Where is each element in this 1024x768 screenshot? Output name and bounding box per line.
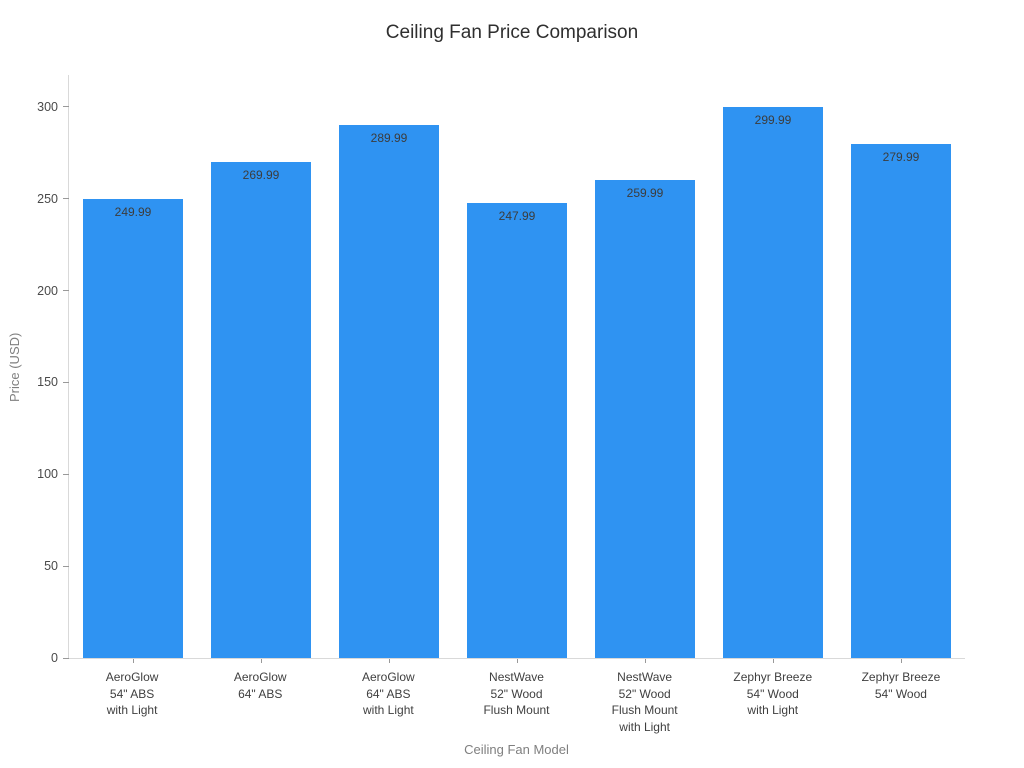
bar-slot: 247.99 — [453, 75, 581, 663]
bars-layer: 249.99 269.99 289.99 247.99 259.99 299.99 279.… — [69, 75, 965, 663]
x-tick-mark — [901, 659, 902, 663]
y-tick-label: 50 — [44, 559, 58, 574]
x-axis-labels: AeroGlow 54" ABS with Light AeroGlow 64" … — [68, 669, 965, 735]
bar-slot: 279.99 — [837, 75, 965, 663]
y-tick-mark — [63, 473, 69, 475]
y-tick-label: 0 — [51, 651, 58, 665]
bar-value-label: 289.99 — [370, 131, 408, 146]
x-tick-mark — [645, 659, 646, 663]
y-tick-label: 250 — [37, 191, 58, 206]
bar: 289.99 — [339, 125, 439, 658]
x-tick-mark — [261, 659, 262, 663]
chart-title: Ceiling Fan Price Comparison — [385, 22, 639, 43]
bar-slot: 299.99 — [709, 75, 837, 663]
bar-value-label: 247.99 — [498, 208, 536, 223]
bar-value-label: 249.99 — [114, 204, 152, 219]
x-axis-category-label: NestWave 52" Wood Flush Mount — [483, 670, 550, 717]
y-tick-label: 200 — [37, 283, 58, 298]
x-tick-mark — [133, 659, 134, 663]
x-tick-mark — [773, 659, 774, 663]
x-tick-mark — [517, 659, 518, 663]
y-axis-title: Price (USD) — [7, 332, 22, 402]
bar: 269.99 — [211, 162, 311, 658]
y-tick-label: 150 — [37, 375, 58, 390]
bar: 259.99 — [595, 180, 695, 658]
bar-value-label: 299.99 — [754, 112, 792, 127]
y-tick-label: 100 — [37, 467, 58, 482]
x-axis-category-label: AeroGlow 64" ABS — [233, 670, 287, 701]
y-tick-mark — [63, 198, 69, 200]
x-axis-category-label: Zephyr Breeze 54" Wood with Light — [733, 670, 813, 717]
x-axis-category-label: AeroGlow 54" ABS with Light — [105, 670, 159, 717]
y-tick-mark — [63, 657, 69, 659]
bar-slot: 269.99 — [197, 75, 325, 663]
y-tick-mark — [63, 381, 69, 383]
bar-slot: 259.99 — [581, 75, 709, 663]
bar: 279.99 — [851, 143, 951, 658]
y-tick-mark — [63, 106, 69, 108]
y-tick-mark — [63, 565, 69, 567]
bar: 249.99 — [83, 198, 183, 658]
x-axis-title: Ceiling Fan Model — [464, 742, 569, 757]
plot-area: 249.99 269.99 289.99 247.99 259.99 299.99 279.… — [37, 75, 965, 665]
bar-slot: 249.99 — [69, 75, 197, 663]
bar-slot: 289.99 — [325, 75, 453, 663]
bar: 247.99 — [467, 202, 567, 658]
x-axis-category-label: AeroGlow 64" ABS with Light — [362, 670, 415, 717]
bar-value-label: 259.99 — [626, 186, 664, 201]
bar: 299.99 — [723, 106, 823, 658]
y-tick-mark — [63, 290, 69, 292]
bar-value-label: 269.99 — [242, 168, 280, 183]
x-axis-category-label: Zephyr Breeze 54" Wood — [861, 670, 941, 701]
x-axis-category-label: NestWave 52" Wood Flush Mount with Light — [611, 670, 678, 734]
x-tick-mark — [389, 659, 390, 663]
bar-value-label: 279.99 — [882, 149, 920, 164]
y-tick-label: 300 — [37, 99, 58, 114]
